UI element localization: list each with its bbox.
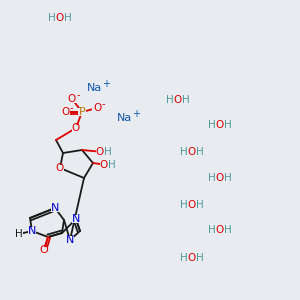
Text: N: N [51, 203, 59, 213]
Text: H: H [15, 229, 23, 239]
Text: H: H [48, 13, 56, 23]
Text: H: H [208, 173, 216, 183]
Text: N: N [72, 214, 80, 224]
Text: O: O [100, 160, 108, 170]
Text: H: H [182, 95, 190, 105]
Text: O: O [96, 147, 104, 157]
Text: O: O [56, 13, 64, 23]
Text: H: H [180, 200, 188, 210]
Text: H: H [196, 147, 204, 157]
Text: -: - [76, 90, 80, 100]
Text: H: H [224, 225, 232, 235]
Text: O: O [68, 94, 76, 104]
Text: O: O [174, 95, 182, 105]
Text: N: N [66, 235, 74, 245]
Text: O: O [72, 123, 80, 133]
Text: +: + [102, 79, 110, 89]
Text: O: O [56, 163, 64, 173]
Text: O: O [93, 103, 101, 113]
FancyBboxPatch shape [96, 148, 110, 155]
Text: H: H [108, 160, 116, 170]
Text: -: - [69, 103, 73, 113]
Text: H: H [64, 13, 72, 23]
Text: H: H [166, 95, 174, 105]
Text: P: P [79, 107, 86, 117]
FancyBboxPatch shape [100, 161, 114, 169]
Text: H: H [208, 225, 216, 235]
FancyBboxPatch shape [72, 124, 80, 131]
Text: +: + [132, 109, 140, 119]
Text: H: H [196, 200, 204, 210]
Text: O: O [188, 147, 196, 157]
FancyBboxPatch shape [67, 95, 77, 103]
FancyBboxPatch shape [66, 236, 74, 244]
FancyBboxPatch shape [72, 215, 80, 223]
Text: O: O [40, 245, 48, 255]
FancyBboxPatch shape [92, 104, 102, 112]
Text: O: O [216, 120, 224, 130]
FancyBboxPatch shape [51, 204, 59, 212]
FancyBboxPatch shape [40, 247, 48, 254]
FancyBboxPatch shape [78, 108, 86, 116]
Text: Na: Na [87, 83, 103, 93]
FancyBboxPatch shape [16, 230, 22, 238]
Text: H: H [180, 147, 188, 157]
Text: O: O [216, 173, 224, 183]
Text: N: N [28, 226, 36, 236]
Text: H: H [104, 147, 112, 157]
Text: O: O [188, 253, 196, 263]
Text: O: O [216, 225, 224, 235]
Text: O: O [188, 200, 196, 210]
Text: -: - [101, 99, 105, 109]
Text: H: H [224, 173, 232, 183]
Text: H: H [208, 120, 216, 130]
Text: H: H [224, 120, 232, 130]
FancyBboxPatch shape [56, 164, 64, 172]
Text: H: H [196, 253, 204, 263]
Text: O: O [61, 107, 69, 117]
FancyBboxPatch shape [28, 227, 36, 235]
FancyBboxPatch shape [60, 109, 70, 116]
Text: Na: Na [117, 113, 133, 123]
Text: H: H [180, 253, 188, 263]
